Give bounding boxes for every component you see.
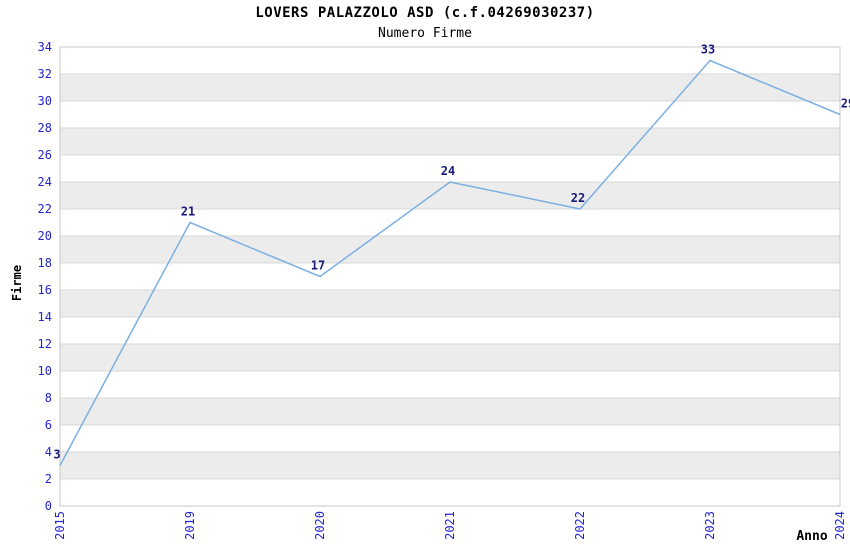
- y-tick-label: 4: [45, 445, 52, 459]
- data-point-label: 17: [311, 259, 325, 273]
- data-line: [59, 59, 841, 466]
- x-tick-label: 2019: [183, 511, 197, 540]
- plot-band: [60, 236, 840, 263]
- y-tick-label: 32: [38, 67, 52, 81]
- plot-band: [60, 128, 840, 155]
- data-point-label: 24: [441, 164, 455, 178]
- plot-background: [60, 47, 840, 506]
- x-tick-label: 2020: [313, 511, 327, 540]
- data-point-label: 22: [571, 191, 585, 205]
- plot-band: [60, 452, 840, 479]
- data-point-label: 3: [53, 448, 60, 462]
- y-tick-label: 18: [38, 256, 52, 270]
- plot-band: [60, 344, 840, 371]
- x-tick-label: 2024: [833, 511, 847, 540]
- y-tick-label: 10: [38, 364, 52, 378]
- plot-band: [60, 182, 840, 209]
- x-tick-label: 2015: [53, 511, 67, 540]
- x-axis-label: Anno: [796, 529, 828, 544]
- plot-band: [60, 290, 840, 317]
- chart-title: LOVERS PALAZZOLO ASD (c.f.04269030237): [255, 5, 595, 21]
- y-tick-label: 24: [38, 175, 52, 189]
- data-point-label: 33: [701, 43, 715, 57]
- y-tick-label: 12: [38, 337, 52, 351]
- y-tick-label: 22: [38, 202, 52, 216]
- chart-subtitle: Numero Firme: [378, 26, 472, 41]
- y-tick-label: 28: [38, 121, 52, 135]
- y-tick-label: 0: [45, 499, 52, 513]
- y-axis-label: Firme: [10, 264, 24, 302]
- plot-band: [60, 398, 840, 425]
- data-point-label: 29: [841, 97, 850, 111]
- y-tick-label: 34: [38, 40, 52, 54]
- y-tick-label: 14: [38, 310, 52, 324]
- y-tick-label: 2: [45, 472, 52, 486]
- y-tick-label: 26: [38, 148, 52, 162]
- data-point-label: 21: [181, 205, 195, 219]
- x-tick-label: 2021: [443, 511, 457, 540]
- y-tick-label: 8: [45, 391, 52, 405]
- y-tick-label: 16: [38, 283, 52, 297]
- y-tick-label: 30: [38, 94, 52, 108]
- y-tick-label: 6: [45, 418, 52, 432]
- plot-border: [59, 46, 841, 507]
- plot-band: [60, 74, 840, 101]
- x-tick-label: 2022: [573, 511, 587, 540]
- x-tick-label: 2023: [703, 511, 717, 540]
- y-tick-label: 20: [38, 229, 52, 243]
